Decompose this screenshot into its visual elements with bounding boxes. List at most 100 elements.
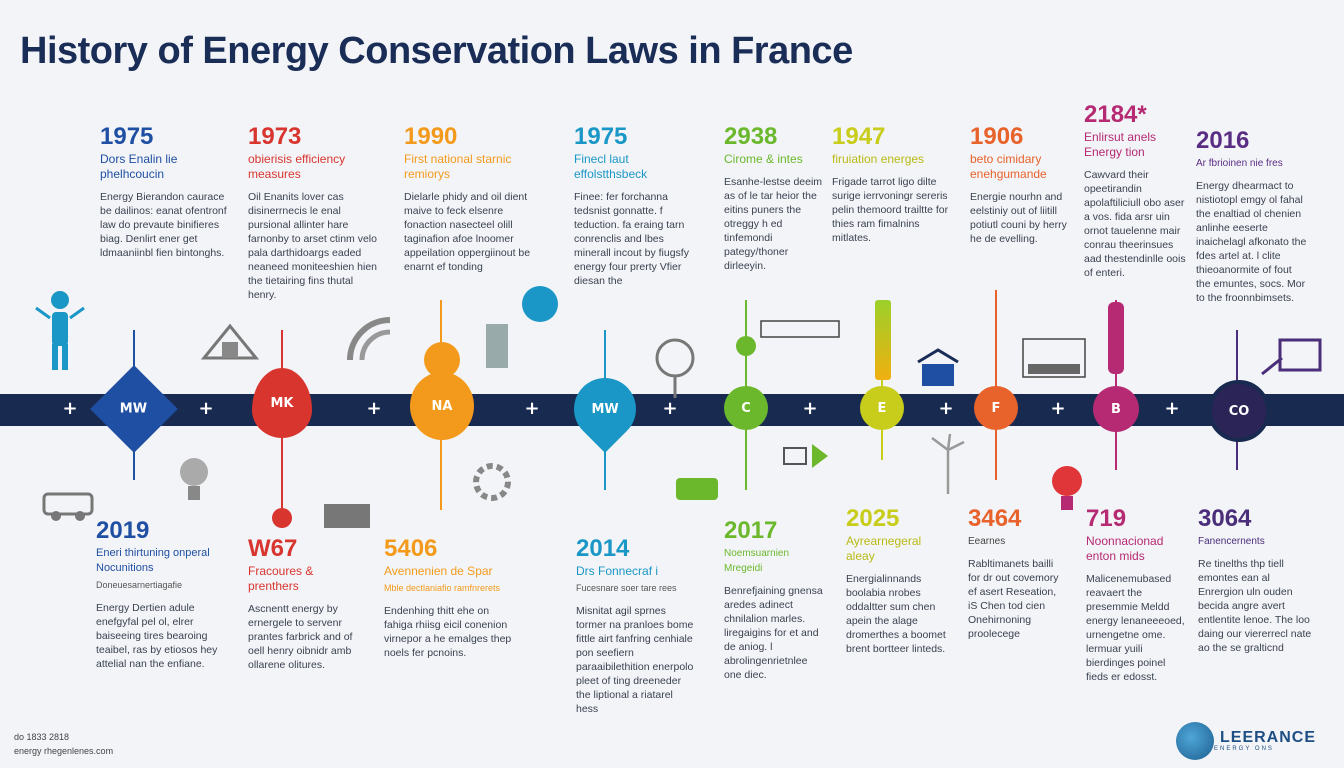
event-card: 5406 Avennenien de Spar Mble dectlaniafi… (384, 536, 516, 660)
factory-icon (324, 504, 370, 528)
event-year: 2184* (1084, 101, 1147, 128)
wifi-icon (347, 317, 391, 361)
logo-icon (1176, 722, 1214, 760)
chat-icon (783, 444, 828, 468)
event-heading: Fracoures & prenthers (248, 564, 314, 593)
timeline-node[interactable]: MW (561, 365, 649, 453)
brand-logo: LEERANCE ENERGY ONS (1176, 722, 1316, 760)
event-heading: beto cimidary enehgumande (970, 152, 1047, 181)
event-year: 3064 (1198, 505, 1252, 532)
stem (995, 290, 997, 480)
event-body: Re tinelths thp tiell emontes ean al Enr… (1198, 558, 1312, 654)
event-year: 2014 (576, 535, 630, 562)
event-heading: Fanencernents (1198, 536, 1265, 547)
timeline-node[interactable]: MW (90, 365, 178, 453)
event-card: 2019 Eneri thirtuning onperal Nocunition… (96, 518, 218, 671)
event-heading: Cirome & intes (724, 152, 803, 166)
lightbulb-icon (424, 342, 460, 378)
event-body: Cawvard their opeetirandin apolaftiliciu… (1084, 169, 1186, 279)
timeline-node[interactable]: F (974, 386, 1018, 430)
event-body: Misnitat agil sprnes tormer na pranloes … (576, 605, 694, 715)
event-year: 1975 (100, 123, 154, 150)
event-heading: Enlirsut anels Energy tion (1084, 130, 1157, 159)
event-year: 1906 (970, 123, 1024, 150)
event-heading: obierisis efficiency measures (248, 152, 346, 181)
car-icon (42, 492, 94, 521)
node-label: MW (120, 401, 148, 417)
event-year: 2025 (846, 505, 900, 532)
bulb-red-icon (1052, 466, 1082, 510)
timeline-node[interactable]: C (724, 386, 768, 430)
logo-tagline: ENERGY ONS (1214, 746, 1274, 752)
dot-icon (272, 508, 292, 528)
event-card: 2017 Noemsuarnien Mregeidi Benrefjaining… (724, 518, 824, 682)
event-body: Benrefjaining gnensa aredes adinect chni… (724, 585, 823, 681)
node-label: F (991, 400, 1001, 416)
footer-line: do 1833 2818 (14, 732, 70, 742)
event-heading: Noemsuarnien Mregeidi (724, 548, 790, 574)
person-icon (35, 291, 85, 370)
event-body: Oil Enanits lover cas disinerrnecis le e… (248, 191, 378, 301)
event-card: 1947 firuiation energes Frigade tarrot l… (832, 124, 956, 245)
event-card: 2025 Ayrearnegeral aleay Energialinnands… (846, 506, 950, 656)
event-body: Dielarle phidy and oil dient maive to fe… (404, 191, 531, 273)
node-label: MW (591, 401, 619, 417)
event-body: Frigade tarrot ligo dilte surige ierrvon… (832, 176, 949, 244)
event-year: 2938 (724, 123, 778, 150)
node-label: B (1111, 401, 1121, 417)
event-year: W67 (248, 535, 298, 562)
plus-marker: + (802, 398, 818, 419)
node-label: CO (1228, 403, 1250, 419)
event-card: 719 Noonnacionad enton mids Malicenemuba… (1086, 506, 1186, 684)
event-year: 1990 (404, 123, 458, 150)
event-heading: Eearnes (968, 536, 1006, 547)
footer-line: energy rhegenlenes.com (14, 746, 114, 756)
panel-icon (1022, 338, 1086, 378)
event-subheading: Doneuesarnertiagafie (96, 580, 183, 590)
appliance-icon (676, 478, 718, 500)
event-year: 1947 (832, 123, 886, 150)
plus-marker: + (938, 398, 954, 419)
event-card: 1990 First national starnic remiorys Die… (404, 124, 532, 274)
event-card: 3464 Eearnes Rabltimanets bailli for dr … (968, 506, 1068, 641)
event-heading: Finecl laut effolstthsbeck (574, 152, 648, 181)
plus-marker: + (366, 398, 382, 419)
event-card: 1975 Finecl laut effolstthsbeck Finee: f… (574, 124, 698, 288)
plus-marker: + (1164, 398, 1180, 419)
battery-icon (1108, 302, 1124, 374)
event-year: 1973 (248, 123, 302, 150)
plus-marker: + (524, 398, 540, 419)
event-card: 2016 Ar fbrioinen nie fres Energy dhearm… (1196, 128, 1308, 305)
timeline-node[interactable]: NA (410, 372, 474, 440)
plant-icon (655, 338, 695, 398)
event-heading: Avennenien de Spar (384, 564, 493, 578)
event-body: Energy Bierandon caurace be dailinos: ea… (100, 191, 227, 259)
plug-icon (1261, 338, 1322, 376)
timeline-node[interactable]: E (860, 386, 904, 430)
event-year: 3464 (968, 505, 1022, 532)
meter-icon (760, 320, 840, 338)
timeline-node[interactable]: MK (252, 368, 312, 438)
bulb-icon (180, 458, 208, 500)
event-year: 1975 (574, 123, 628, 150)
event-heading: Ar fbrioinen nie fres (1196, 158, 1283, 169)
plus-marker: + (198, 398, 214, 419)
plus-marker: + (1050, 398, 1066, 419)
logo-name: LEERANCE (1220, 729, 1317, 746)
event-year: 2019 (96, 517, 150, 544)
timeline-node[interactable]: B (1093, 386, 1139, 432)
event-year: 719 (1086, 505, 1127, 532)
page-title: History of Energy Conservation Laws in F… (20, 30, 853, 72)
event-card: 2938 Cirome & intes Esanhe-lestse deeim … (724, 124, 824, 273)
node-label: E (877, 400, 887, 416)
event-heading: Eneri thirtuning onperal Nocunitions (96, 547, 210, 574)
event-heading: Noonnacionad enton mids (1086, 534, 1164, 563)
house-icon (917, 348, 959, 386)
event-body: Ascnentt energy by ernergele to servenr … (248, 603, 353, 671)
event-body: Energy dhearmact to nistiotopl emgy ol f… (1196, 180, 1307, 304)
plus-marker: + (62, 398, 78, 419)
event-subheading: Fucesnare soer tare rees (576, 583, 677, 593)
event-card: 1975 Dors Enalin lie phelhcoucin Energy … (100, 124, 230, 260)
timeline-node[interactable]: CO (1208, 380, 1270, 442)
event-heading: Drs Fonnecraf i (576, 564, 659, 578)
